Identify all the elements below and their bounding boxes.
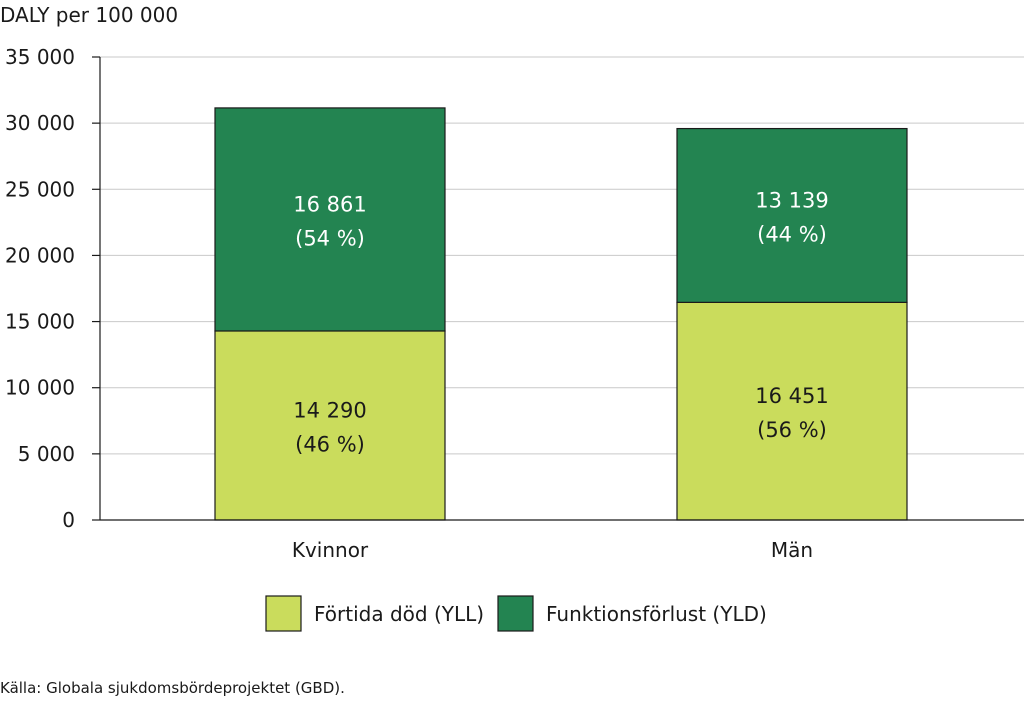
data-label: 16 451 <box>755 384 828 408</box>
bar-segment <box>676 127 908 303</box>
data-label-percent: (46 %) <box>295 432 365 456</box>
data-label-percent: (44 %) <box>757 222 827 246</box>
x-tick-label: Kvinnor <box>292 538 369 562</box>
y-axis-title: DALY per 100 000 <box>0 3 178 27</box>
y-tick-label: 0 <box>62 508 75 532</box>
y-tick-label: 10 000 <box>5 376 75 400</box>
legend-swatch <box>497 595 534 632</box>
bar-segment <box>214 107 446 332</box>
data-label: 13 139 <box>755 188 828 212</box>
y-tick-label: 15 000 <box>5 310 75 334</box>
bar-segment <box>676 301 908 521</box>
data-label-percent: (54 %) <box>295 226 365 250</box>
y-tick-label: 20 000 <box>5 243 75 267</box>
legend-label: Förtida död (YLL) <box>314 602 484 626</box>
data-label: 14 290 <box>293 398 366 422</box>
y-axis: 0 5 000 10 000 15 000 20 000 25 000 30 000 35 0… <box>5 45 101 532</box>
x-axis: Kvinnor Män <box>100 519 1024 562</box>
bar-segment <box>214 330 446 521</box>
data-label-percent: (56 %) <box>757 418 827 442</box>
y-tick-label: 35 000 <box>5 45 75 69</box>
data-label: 16 861 <box>293 192 366 216</box>
y-tick-label: 5 000 <box>18 442 75 466</box>
x-tick-label: Män <box>771 538 813 562</box>
y-tick-label: 25 000 <box>5 177 75 201</box>
bars: 14 290 (46 %) 16 861 (54 %) 16 451 (56 %) 13 1… <box>214 107 908 521</box>
legend-label: Funktionsförlust (YLD) <box>546 602 767 626</box>
legend: Förtida död (YLL) Funktionsförlust (YLD) <box>265 595 767 632</box>
source-note: Källa: Globala sjukdomsbördeprojektet (G… <box>0 679 345 697</box>
legend-swatch <box>265 595 302 632</box>
y-tick-label: 30 000 <box>5 111 75 135</box>
